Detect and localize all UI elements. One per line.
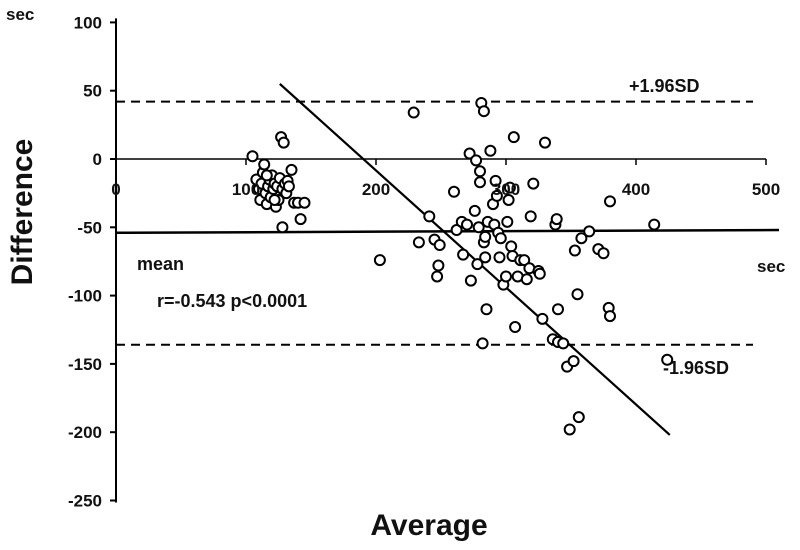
data-point [509,321,522,334]
y-tick-label: -100 [68,287,102,306]
lower-loa-label: -1.96SD [663,358,729,378]
data-point [550,213,563,226]
data-point [477,105,490,118]
data-point [567,355,580,368]
data-point [568,244,581,257]
y-tick-label: -250 [68,492,102,511]
data-point [494,232,507,245]
data-point [285,163,298,176]
data-point [502,193,515,206]
data-point [557,337,570,350]
data-point [489,174,502,187]
correlation-label: r=-0.543 p<0.0001 [157,291,307,311]
data-point [479,230,492,243]
data-point [282,180,295,193]
x-tick-label: 100 [232,180,260,199]
mean-label: mean [137,254,184,274]
data-point [527,177,540,190]
data-point [470,154,483,167]
data-point [412,236,425,249]
data-point [268,193,281,206]
data-point [536,312,549,325]
data-point [471,258,484,271]
data-point [539,136,551,149]
data-point [500,270,512,283]
x-tick-label: 300 [492,180,520,199]
data-points [246,96,674,436]
y-tick-label: -150 [68,355,102,374]
data-point [505,240,518,253]
mean-line [115,228,780,235]
y-unit-label: sec [6,5,34,24]
data-point [604,310,616,323]
data-point [490,189,503,202]
data-point [450,224,463,237]
x-tick-label: 400 [622,180,650,199]
x-tick-label: 0 [111,180,120,199]
data-point [260,169,273,182]
y-tick-label: -200 [68,423,102,442]
data-point [493,251,506,264]
data-point [518,254,531,267]
data-point [258,158,271,171]
data-point [480,303,493,316]
x-unit-label: sec [757,257,785,276]
x-tick-label: 500 [752,180,780,199]
data-point [457,248,470,261]
data-point [432,259,445,272]
y-tick-label: -50 [77,218,102,237]
y-tick-label: 50 [83,82,102,101]
data-point [583,225,596,238]
data-point [373,254,386,267]
data-point [661,353,674,366]
data-point [277,136,290,149]
data-point [461,218,473,231]
data-point [476,337,489,350]
data-point [479,251,492,264]
data-point [533,267,546,280]
data-point [276,221,289,234]
data-point [484,144,497,157]
data-point [572,411,585,424]
data-point [448,185,460,198]
data-point [474,165,486,178]
data-point [575,232,588,245]
data-point [464,274,477,287]
data-point [472,221,485,234]
data-point [520,273,533,286]
data-point [298,196,311,209]
data-point [423,210,436,223]
data-point [597,247,610,260]
data-point [503,181,516,194]
data-point [431,270,444,283]
data-point [604,195,616,208]
data-point [433,239,446,252]
data-point [571,288,584,301]
y-tick-label: 100 [74,13,102,32]
y-axis-title: Difference [6,139,39,286]
data-point [648,218,661,231]
x-axis-title: Average [370,509,487,542]
data-point [246,150,259,163]
data-point [407,106,420,119]
data-point [501,215,514,228]
x-tick-label: 200 [362,180,390,199]
data-point [294,213,307,226]
data-point [507,131,520,144]
data-point [552,303,564,316]
y-tick-label: 0 [93,150,102,169]
data-point [474,176,486,189]
upper-loa-label: +1.96SD [629,76,700,96]
data-point [524,210,537,223]
data-point [468,204,481,217]
data-point [563,423,576,436]
